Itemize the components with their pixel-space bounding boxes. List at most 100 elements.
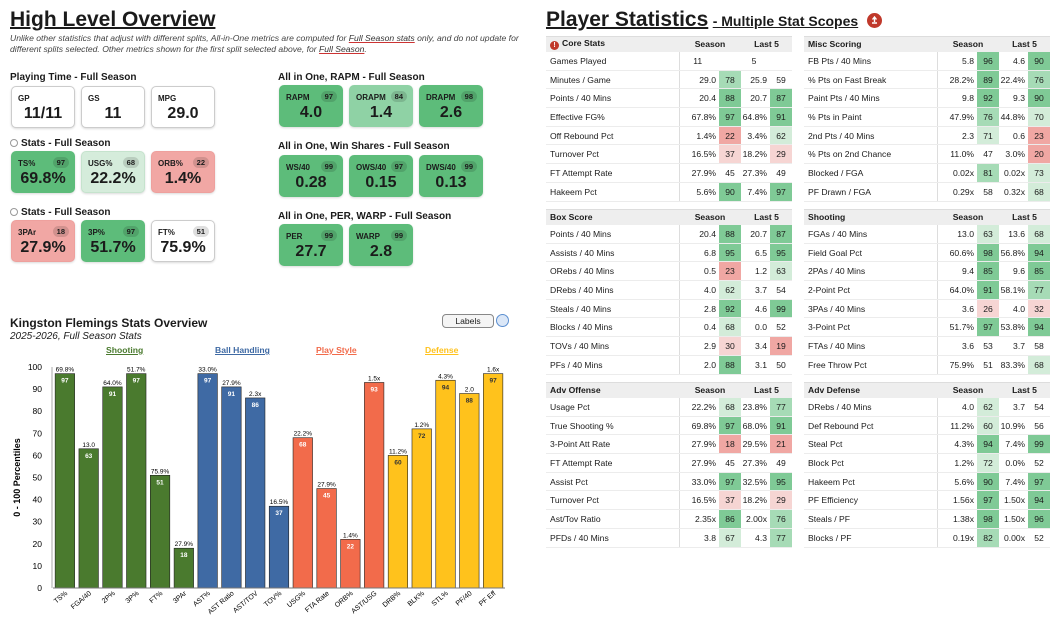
stat-card-value: 1.4	[369, 104, 393, 121]
stat-value: 53.8%	[999, 317, 1028, 338]
stat-value: 51.7%	[936, 317, 977, 338]
chart-bar	[197, 373, 218, 589]
bar-value-label: 22	[347, 543, 355, 550]
stat-percentile: 19	[770, 336, 792, 356]
stat-value: 29.5%	[741, 434, 770, 455]
stat-percentile: 54	[1028, 397, 1050, 417]
stat-card-value: 1.4%	[164, 170, 202, 187]
table-row: Points / 40 Mins 20.4 88 20.7 87	[546, 224, 792, 244]
stat-card-value: 2.8	[369, 243, 393, 260]
stat-percentile: 99	[770, 299, 792, 319]
table-row: FGAs / 40 Mins 13.0 63 13.6 68	[804, 224, 1050, 244]
stat-percentile: 95	[770, 472, 792, 492]
chart-bar	[411, 428, 432, 589]
info-icon[interactable]: !	[550, 41, 559, 51]
stat-value: 0.4	[678, 317, 719, 338]
chart-bar	[54, 373, 75, 589]
labels-toggle[interactable]	[496, 314, 509, 327]
stat-name: PFs / 40 Mins	[546, 355, 679, 375]
stat-percentile	[770, 51, 792, 71]
stat-card: MPG 29.0	[151, 86, 215, 128]
x-tick-label: STL%	[431, 590, 450, 608]
stat-value: 0.6	[999, 126, 1028, 146]
stats1-label[interactable]: Stats - Full Season	[10, 138, 110, 149]
stat-name: PFDs / 40 Mins	[546, 528, 679, 548]
table-row: ORebs / 40 Mins 0.5 23 1.2 63	[546, 261, 792, 282]
stat-card: DRAPM 2.6 98	[419, 85, 483, 127]
x-tick-label: PF/40	[455, 590, 474, 607]
percentile-bar-chart: 0 10 20 30 40 50 60 70 80 90 100 0 - 100 Percentile…	[12, 362, 505, 616]
stat-value: 5.8	[936, 51, 977, 71]
table-row: PFs / 40 Mins 2.0 88 3.1 50	[546, 355, 792, 375]
stat-value: 7.4%	[741, 182, 770, 202]
stat-value: 44.8%	[999, 107, 1028, 127]
stat-percentile: 88	[719, 355, 741, 375]
stat-percentile: 58	[1028, 336, 1050, 356]
stat-value: 3.4	[741, 336, 770, 356]
player-stats-header: Player Statistics - Multiple Stat Scopes	[546, 8, 882, 32]
stat-percentile: 99	[1028, 434, 1050, 455]
stat-value: 4.6	[999, 51, 1028, 71]
stat-card-label: ORAPM	[356, 93, 386, 102]
stat-card: DWS/40 0.13 99	[419, 155, 483, 197]
stat-card: FT% 75.9% 51	[151, 220, 215, 262]
stat-card: TS% 69.8% 97	[11, 151, 75, 193]
stat-percentile: 88	[719, 88, 741, 109]
stat-name: PF Efficiency	[804, 490, 937, 511]
stat-card-value: 0.28	[295, 174, 327, 191]
stat-value: 25.9	[741, 70, 770, 90]
stat-value: 9.3	[999, 88, 1028, 109]
stat-percentile: 37	[719, 490, 741, 511]
stat-value: 3.6	[936, 336, 977, 356]
table-row: DRebs / 40 Mins 4.0 62 3.7 54	[804, 397, 1050, 417]
stat-percentile: 52	[770, 317, 792, 338]
chart-group-label: Defense	[425, 345, 459, 355]
stat-percentile: 71	[977, 126, 999, 146]
share-icon[interactable]	[866, 13, 882, 28]
stat-value: 0.02x	[936, 163, 977, 183]
bar-raw-label: 1.5x	[368, 375, 381, 382]
bar-value-label: 72	[418, 433, 426, 440]
stats2-label[interactable]: Stats - Full Season	[10, 207, 110, 218]
column-header: Last 5	[741, 36, 792, 52]
stat-card: USG% 22.2% 68	[81, 151, 145, 193]
stat-name: Paint Pts / 40 Mins	[804, 88, 937, 109]
stat-value: 29.0	[678, 70, 719, 90]
labels-button[interactable]: Labels	[442, 314, 494, 328]
radio-icon[interactable]	[10, 208, 18, 216]
stat-value: 27.9%	[678, 453, 719, 473]
stat-card: ORB% 1.4% 22	[151, 151, 215, 193]
stat-percentile: 87	[770, 224, 792, 244]
stat-percentile: 49	[770, 163, 792, 183]
table-title: ! Core Stats	[546, 36, 679, 52]
stat-value: 3.7	[999, 336, 1028, 356]
stat-name: 3PAs / 40 Mins	[804, 299, 937, 319]
stat-name: FTAs / 40 Mins	[804, 336, 937, 356]
bar-value-label: 37	[275, 510, 283, 517]
winshares-label: All in One, Win Shares - Full Season	[278, 141, 450, 152]
bar-value-label: 91	[228, 391, 236, 398]
stat-percentile: 18	[719, 434, 741, 455]
x-tick-label: DRB%	[382, 590, 403, 609]
stat-value: 33.0%	[678, 472, 719, 492]
stat-card-label: TS%	[18, 159, 36, 168]
radio-icon[interactable]	[10, 139, 18, 147]
stat-name: Blocks / 40 Mins	[546, 317, 679, 338]
stat-value: 27.3%	[741, 453, 770, 473]
stat-percentile: 76	[1028, 70, 1050, 90]
stat-value: 1.2%	[936, 453, 977, 473]
stat-card-value: 29.0	[167, 105, 199, 122]
stat-value: 18.2%	[741, 490, 770, 511]
stat-percentile: 76	[770, 509, 792, 529]
stat-value: 2.0	[678, 355, 719, 375]
chart-group-label: Shooting	[106, 345, 144, 355]
x-tick-label: AST%	[192, 590, 212, 608]
bar-raw-label: 75.9%	[151, 468, 170, 475]
table-row: PF Drawn / FGA 0.29x 58 0.32x 68	[804, 182, 1050, 202]
table-row: Off Rebound Pct 1.4% 22 3.4% 62	[546, 126, 792, 146]
stat-value: 22.4%	[999, 70, 1028, 90]
chart-title: Kingston Flemings Stats Overview	[10, 316, 208, 330]
stat-value: 1.56x	[936, 490, 977, 511]
stat-percentile: 94	[977, 434, 999, 455]
stat-percentile: 52	[1028, 453, 1050, 473]
